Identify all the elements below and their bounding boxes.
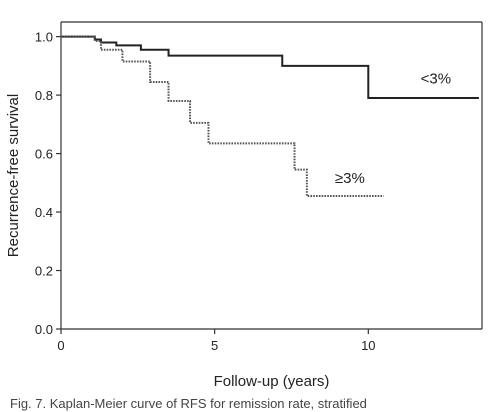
x-tick-label: 5 <box>211 338 218 353</box>
y-tick-label: 0.6 <box>35 147 53 162</box>
kaplan-meier-chart: 0 5 10 0.0 0.2 0.4 0.6 0.8 1.0 <3% ≥3% Follow-up … <box>5 21 483 390</box>
curve-label: <3% <box>421 70 451 87</box>
survival-curve-dotted <box>61 35 384 197</box>
x-axis-title: Follow-up (years) <box>214 373 330 390</box>
curve-label: ≥3% <box>335 170 365 187</box>
survival-curve-solid <box>61 35 479 100</box>
x-tick-label: 0 <box>57 338 64 353</box>
y-axis-title: Recurrence-free survival <box>5 94 22 257</box>
y-tick-label: 0.8 <box>35 88 53 103</box>
figure-caption: Fig. 7. Kaplan-Meier curve of RFS for re… <box>10 396 367 411</box>
axes <box>60 21 483 330</box>
curve-annotations: <3% ≥3% <box>335 70 451 186</box>
y-tick-label: 0.2 <box>35 264 53 279</box>
y-tick-label: 1.0 <box>35 30 53 45</box>
y-tick-label: 0.0 <box>35 322 53 337</box>
ticks: 0 5 10 0.0 0.2 0.4 0.6 0.8 1.0 <box>35 30 376 353</box>
y-tick-label: 0.4 <box>35 205 53 220</box>
x-tick-label: 10 <box>361 338 375 353</box>
survival-curves <box>61 35 479 197</box>
